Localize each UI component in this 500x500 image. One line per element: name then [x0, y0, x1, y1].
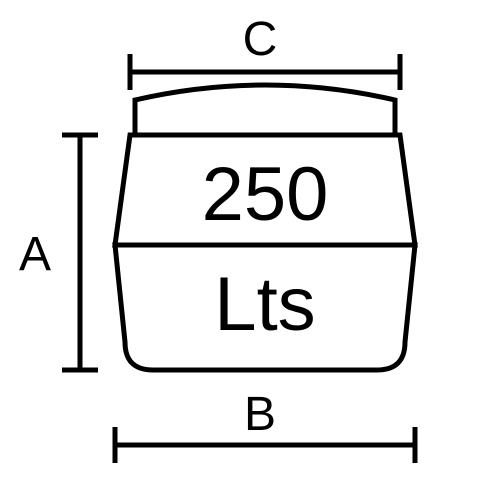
dimension-b-label: B: [244, 388, 276, 441]
dimension-c-label: C: [243, 13, 278, 66]
capacity-unit: Lts: [214, 262, 315, 347]
dimension-a: A: [19, 135, 98, 370]
tank-lid: [135, 85, 395, 135]
dimension-b: B: [115, 388, 415, 463]
dimension-c: C: [130, 13, 400, 90]
dimension-a-label: A: [19, 228, 51, 281]
tank-dimension-diagram: 250 Lts C A B: [0, 0, 500, 500]
capacity-value: 250: [202, 152, 329, 237]
